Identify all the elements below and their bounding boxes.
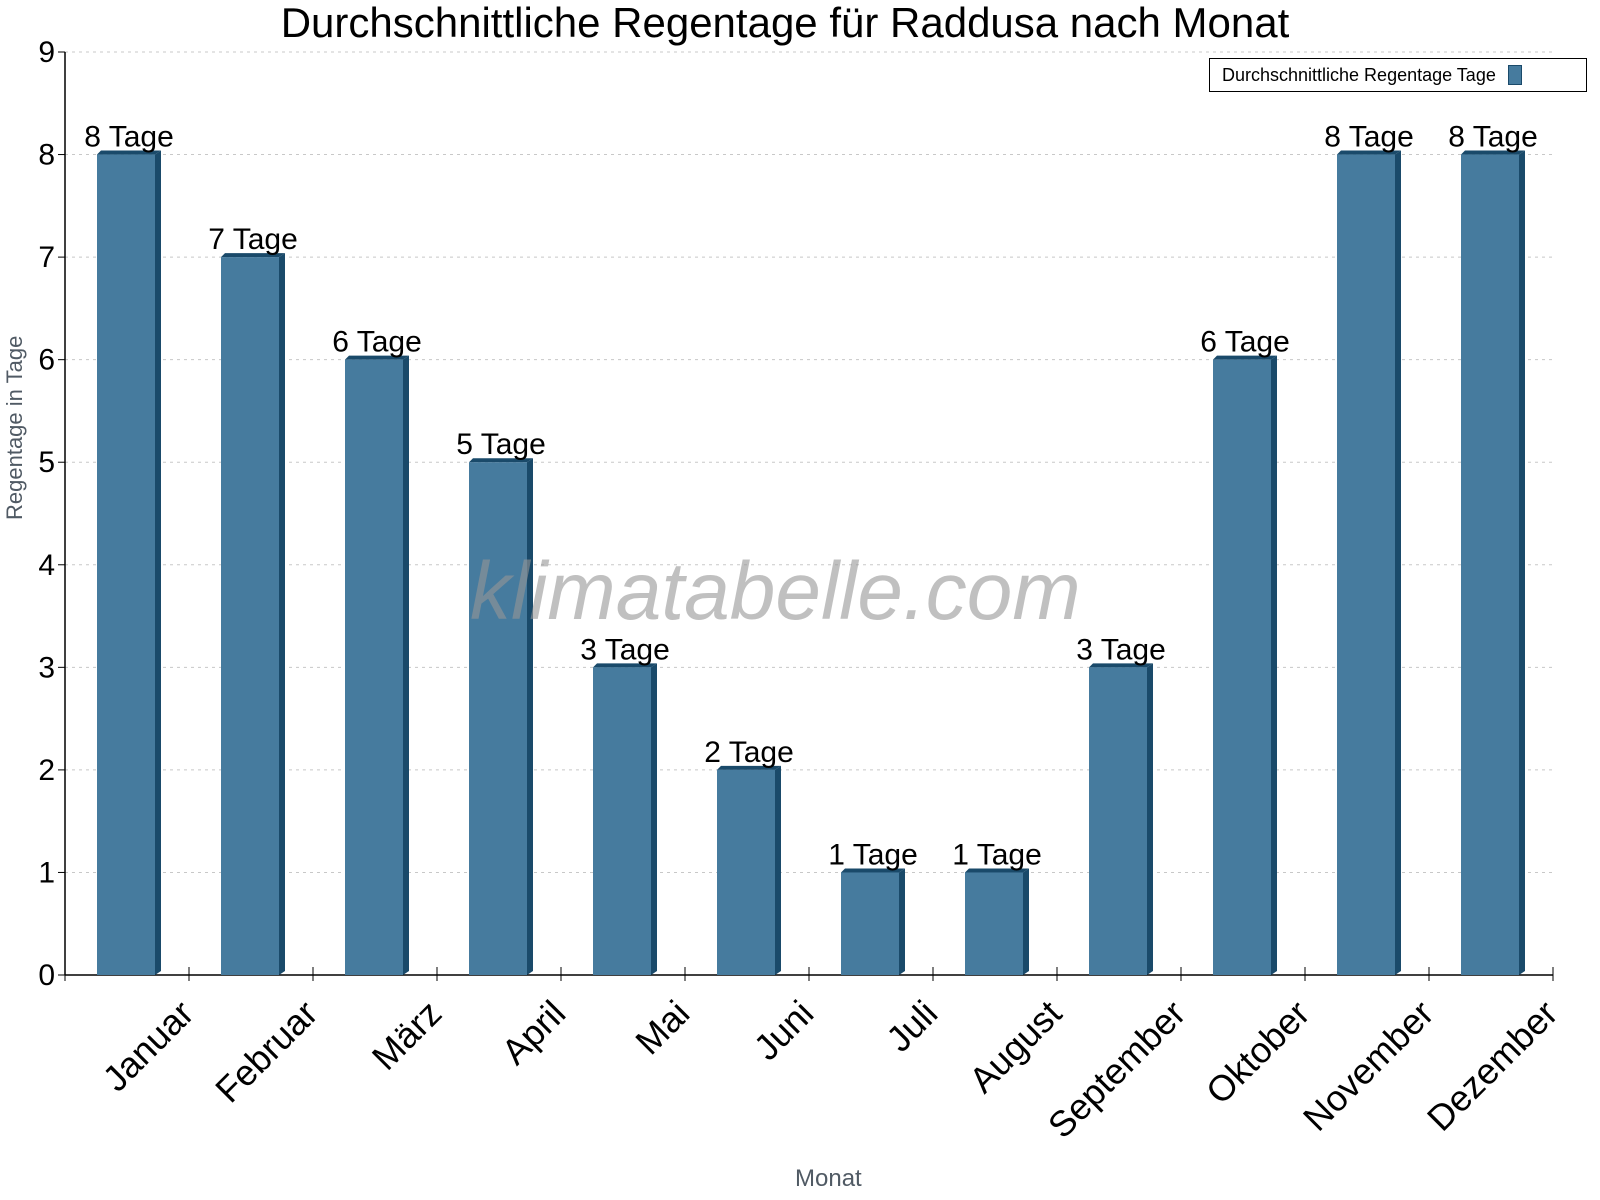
bar: [717, 769, 775, 975]
x-tick-label: Juni: [746, 992, 822, 1068]
data-label: 5 Tage: [456, 428, 546, 461]
x-tick-label: April: [493, 992, 573, 1072]
bar-side: [1395, 150, 1401, 976]
bar-top: [717, 765, 781, 770]
bar-top: [97, 150, 161, 155]
y-tick-label: 7: [38, 241, 55, 274]
bar-top: [469, 458, 533, 463]
y-tick-label: 8: [38, 139, 55, 172]
bar-side: [1023, 868, 1029, 975]
bar: [841, 872, 899, 975]
bar: [1461, 154, 1519, 976]
bar-side: [155, 150, 161, 976]
y-tick-label: 5: [38, 446, 55, 479]
bar-top: [841, 868, 905, 873]
x-tick-label: Dezember: [1419, 992, 1565, 1138]
legend-swatch: [1507, 65, 1522, 85]
bar: [593, 667, 651, 975]
y-tick-label: 9: [38, 36, 55, 69]
bar-side: [899, 868, 905, 975]
bar-side: [279, 253, 285, 976]
y-tick-label: 3: [38, 651, 55, 684]
bar-top: [221, 253, 285, 258]
y-tick-label: 2: [38, 754, 55, 787]
bar-top: [1337, 150, 1401, 155]
bar-top: [345, 355, 409, 360]
x-tick-label: Oktober: [1198, 992, 1318, 1112]
data-label: 8 Tage: [1448, 121, 1538, 154]
bar-top: [965, 868, 1029, 873]
y-tick-label: 6: [38, 344, 55, 377]
y-tick-label: 0: [38, 959, 55, 992]
data-label: 6 Tage: [1200, 326, 1290, 359]
data-label: 7 Tage: [208, 223, 298, 256]
bar-top: [593, 663, 657, 668]
x-tick-label: Januar: [95, 992, 202, 1099]
legend-label: Durchschnittliche Regentage Tage: [1222, 64, 1496, 85]
x-tick-label: August: [961, 992, 1069, 1100]
bar: [469, 462, 527, 975]
bar: [1213, 359, 1271, 976]
x-tick-label: Februar: [207, 992, 325, 1110]
bar: [345, 359, 403, 976]
bar: [965, 872, 1023, 975]
x-tick-label: November: [1295, 992, 1441, 1138]
x-tick-label: März: [364, 992, 450, 1078]
data-label: 8 Tage: [84, 121, 174, 154]
bar-side: [1271, 355, 1277, 976]
data-label: 6 Tage: [332, 326, 422, 359]
bar-side: [651, 663, 657, 975]
data-label: 8 Tage: [1324, 121, 1414, 154]
x-tick-label: Mai: [627, 992, 697, 1062]
data-label: 1 Tage: [952, 838, 1042, 871]
x-tick-label: Juli: [878, 992, 945, 1059]
y-tick-label: 1: [38, 856, 55, 889]
data-label: 1 Tage: [828, 838, 918, 871]
bar-top: [1213, 355, 1277, 360]
watermark: klimatabelle.com: [470, 546, 1081, 637]
legend: Durchschnittliche Regentage Tage: [1209, 58, 1587, 92]
bar-side: [1519, 150, 1525, 976]
bar: [1337, 154, 1395, 976]
data-label: 2 Tage: [704, 736, 794, 769]
bar-side: [1147, 663, 1153, 975]
bar-side: [527, 458, 533, 975]
bar-side: [775, 765, 781, 975]
bar-top: [1461, 150, 1525, 155]
x-axis-label: Monat: [795, 1165, 862, 1192]
bar: [1089, 667, 1147, 975]
chart-title: Durchschnittliche Regentage für Raddusa …: [280, 0, 1290, 46]
y-tick-label: 4: [38, 549, 55, 582]
bar-top: [1089, 663, 1153, 668]
data-label: 3 Tage: [1076, 633, 1166, 666]
y-axis-label: Regentage in Tage: [2, 335, 27, 520]
bar: [97, 154, 155, 976]
bar: [221, 257, 279, 976]
data-label: 3 Tage: [580, 633, 670, 666]
bar-side: [403, 355, 409, 976]
